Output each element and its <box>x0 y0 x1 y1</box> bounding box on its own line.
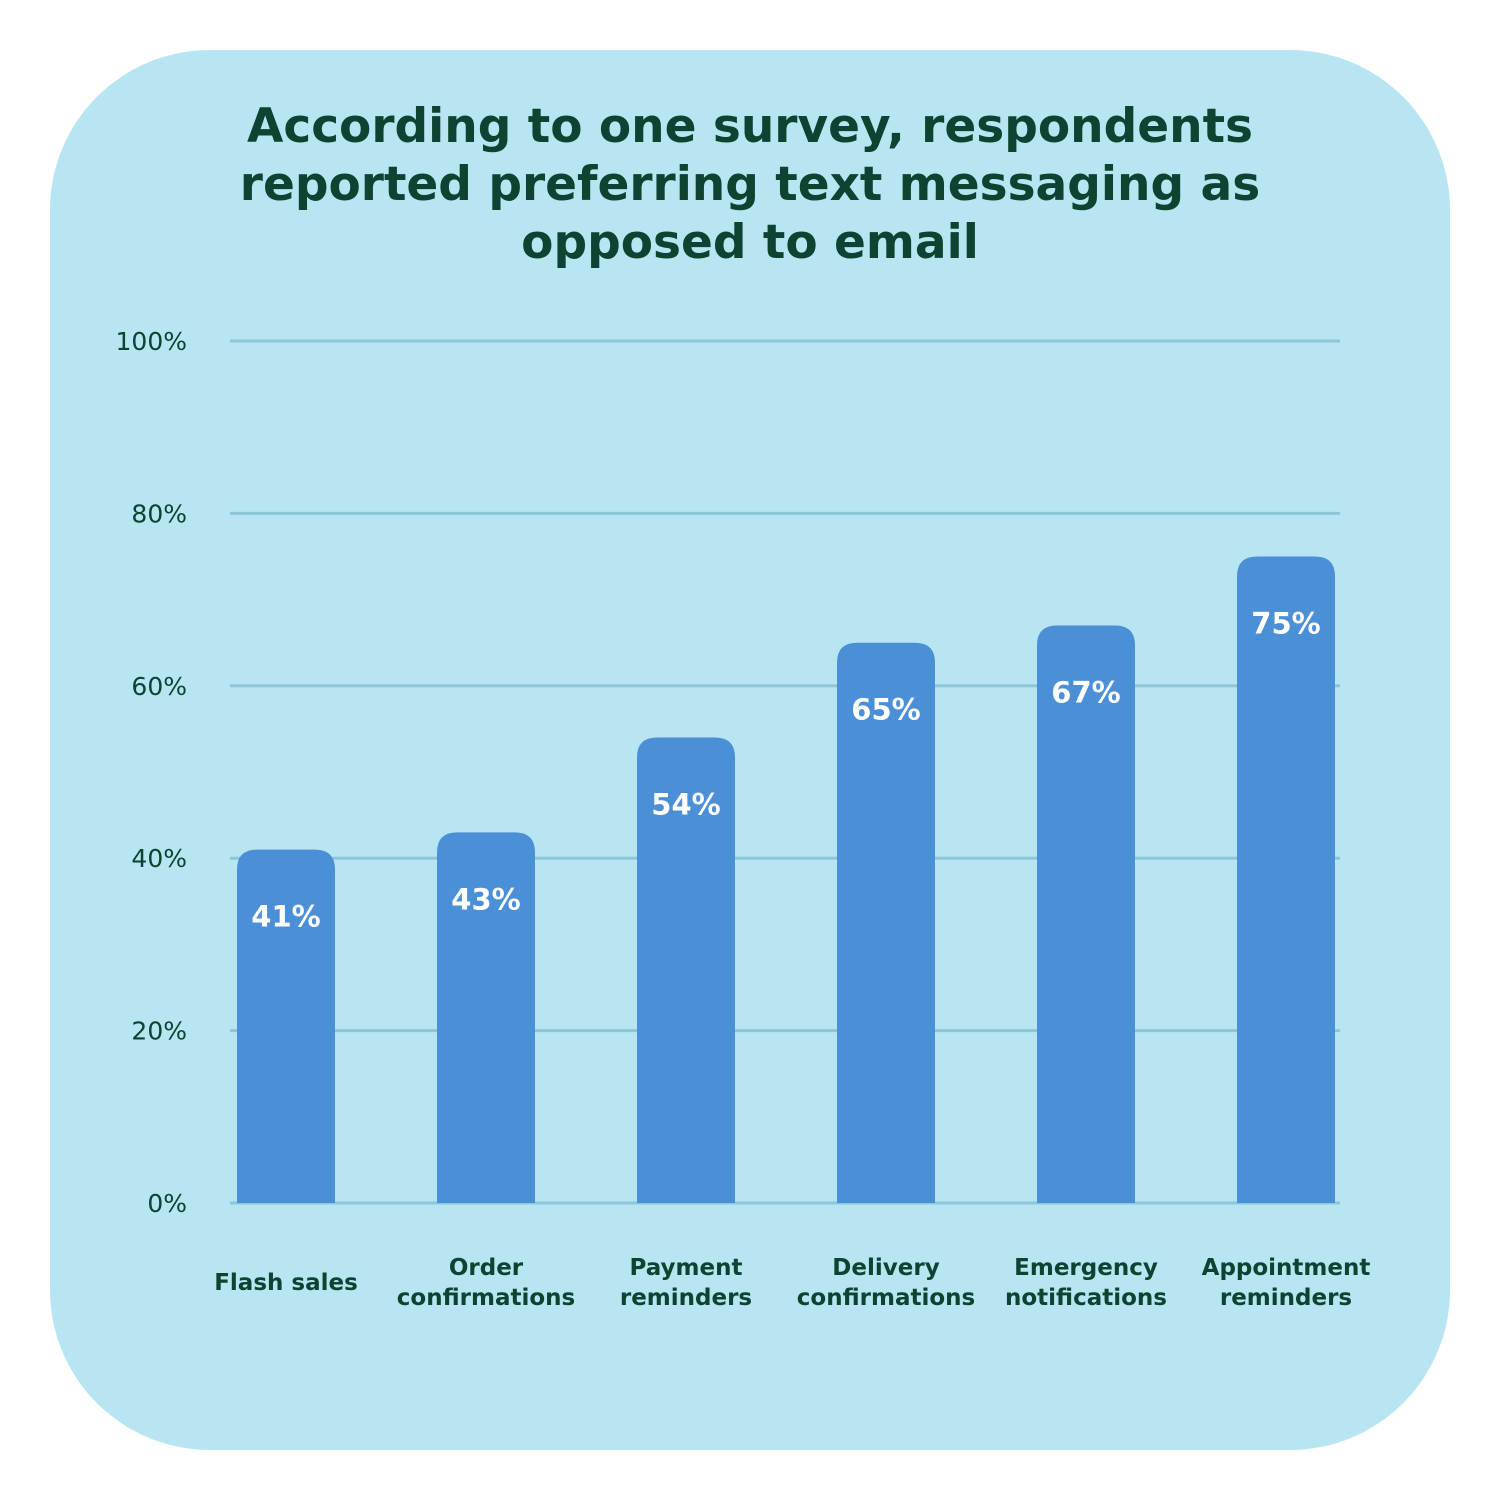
bar <box>837 642 935 1203</box>
y-tick-label: 0% <box>147 1189 187 1218</box>
y-tick-label: 20% <box>131 1017 187 1046</box>
x-axis: Flash sales Order confirmations Payment remi… <box>214 1255 1370 1311</box>
y-tick-label: 40% <box>131 844 187 873</box>
y-tick-label: 100% <box>116 327 187 356</box>
x-tick-label: Order confirmations <box>397 1255 575 1311</box>
x-tick-label: Appointment reminders <box>1202 1255 1371 1311</box>
data-label: 67% <box>1051 675 1120 709</box>
gridlines <box>230 339 1340 1205</box>
x-tick-label: Flash sales <box>214 1270 358 1296</box>
y-tick-label: 60% <box>131 672 187 701</box>
bars: 41% 43% 54% 65% 67% 75% <box>237 556 1335 1203</box>
data-label: 43% <box>451 882 520 916</box>
x-tick-label: Delivery confirmations <box>797 1255 975 1311</box>
bar <box>637 737 735 1203</box>
data-label: 65% <box>851 693 920 727</box>
chart-title: According to one survey, respondents rep… <box>239 99 1261 270</box>
bar <box>437 832 535 1203</box>
bar <box>1037 625 1135 1203</box>
bar <box>1237 556 1335 1203</box>
data-label: 75% <box>1251 607 1320 641</box>
data-label: 41% <box>251 900 320 934</box>
bar <box>237 849 335 1203</box>
x-tick-label: Emergency notifications <box>1005 1255 1167 1311</box>
data-label: 54% <box>651 788 720 822</box>
y-tick-label: 80% <box>131 499 187 528</box>
x-tick-label: Payment reminders <box>620 1255 752 1311</box>
y-axis: 0% 20% 40% 60% 80% 100% <box>116 327 187 1218</box>
chart-card <box>50 50 1450 1450</box>
